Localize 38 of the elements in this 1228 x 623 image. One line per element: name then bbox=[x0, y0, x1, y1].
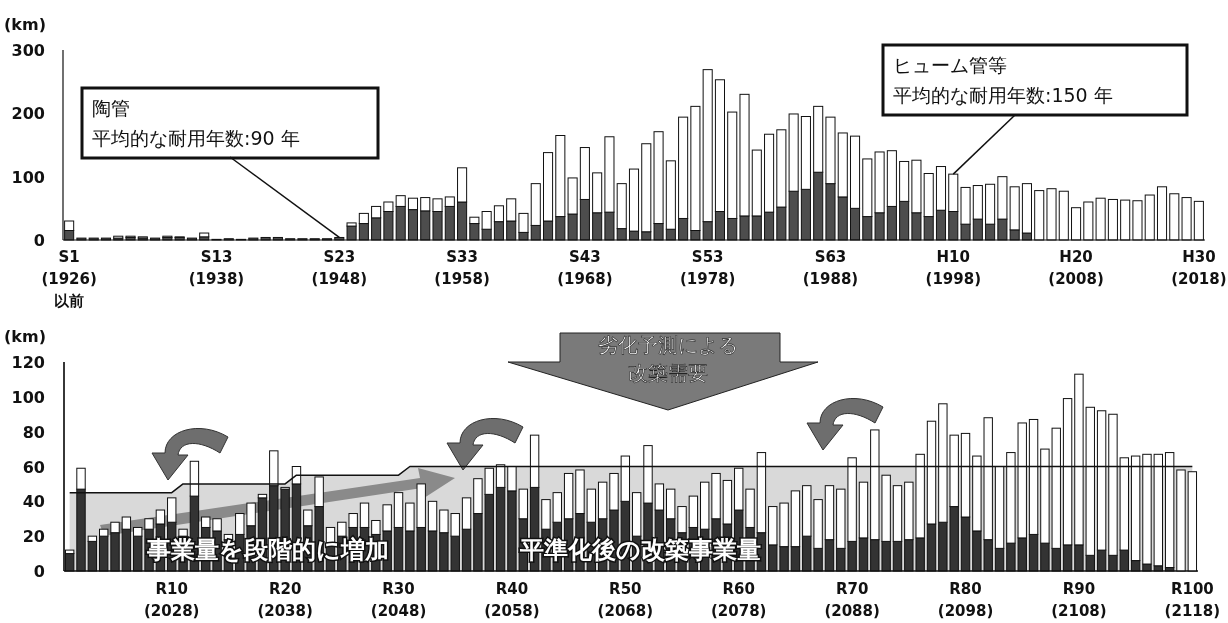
x-tick-label: S13 (1938) bbox=[188, 248, 245, 288]
y-tick-label: 60 bbox=[22, 457, 45, 477]
y-tick-label: 0 bbox=[33, 231, 45, 250]
y-tick-label: 20 bbox=[22, 527, 45, 547]
x-tick-label: H30 (2018) bbox=[1171, 248, 1227, 288]
y-tick-label: 40 bbox=[22, 492, 45, 512]
x-tick-label: R10 (2028) bbox=[144, 580, 200, 620]
annotation: 陶管 bbox=[92, 97, 130, 119]
annotation: ヒューム管等 bbox=[893, 54, 1007, 76]
x-tick-label: R70 (2088) bbox=[824, 580, 880, 620]
x-tick-label: S23 (1948) bbox=[311, 248, 368, 288]
y-tick-label: 120 bbox=[11, 353, 45, 372]
y-tick-label: 200 bbox=[11, 104, 45, 124]
x-tick-label: H20 (2008) bbox=[1048, 248, 1104, 288]
x-tick-label: R40 (2058) bbox=[484, 580, 540, 620]
x-tick-label: R60 (2078) bbox=[711, 580, 767, 620]
x-tick-label: R90 (2108) bbox=[1051, 580, 1107, 620]
x-tick-label: R100 (2118) bbox=[1164, 580, 1221, 620]
annotation: 改築需要 bbox=[628, 361, 708, 385]
y-tick-label: 100 bbox=[11, 167, 45, 187]
x-tick-label: R80 (2098) bbox=[937, 580, 994, 620]
annotation: 平均的な耐用年数:150 年 bbox=[893, 84, 1113, 106]
y-tick-label: 100 bbox=[11, 387, 45, 407]
x-tick-label: R50 (2068) bbox=[597, 580, 654, 620]
x-tick-label: S43 (1968) bbox=[557, 248, 613, 288]
x-tick-label: S63 (1988) bbox=[802, 248, 859, 288]
x-tick-label: S33 (1958) bbox=[434, 248, 490, 288]
y-tick-label: 80 bbox=[22, 422, 45, 442]
annotation: 平均的な耐用年数:90 年 bbox=[92, 127, 300, 149]
y-tick-label: 300 bbox=[11, 41, 45, 60]
x-tick-label: R20 (2038) bbox=[257, 580, 313, 620]
x-tick-label: S1 (1926) 以前 bbox=[41, 248, 97, 310]
y-axis-title: (km) bbox=[4, 327, 46, 346]
x-tick-label: R30 (2048) bbox=[370, 580, 427, 620]
x-tick-label: H10 (1998) bbox=[925, 248, 981, 288]
y-axis-title: (km) bbox=[4, 15, 46, 34]
y-tick-label: 0 bbox=[33, 562, 45, 581]
x-tick-label: S53 (1978) bbox=[679, 248, 736, 288]
